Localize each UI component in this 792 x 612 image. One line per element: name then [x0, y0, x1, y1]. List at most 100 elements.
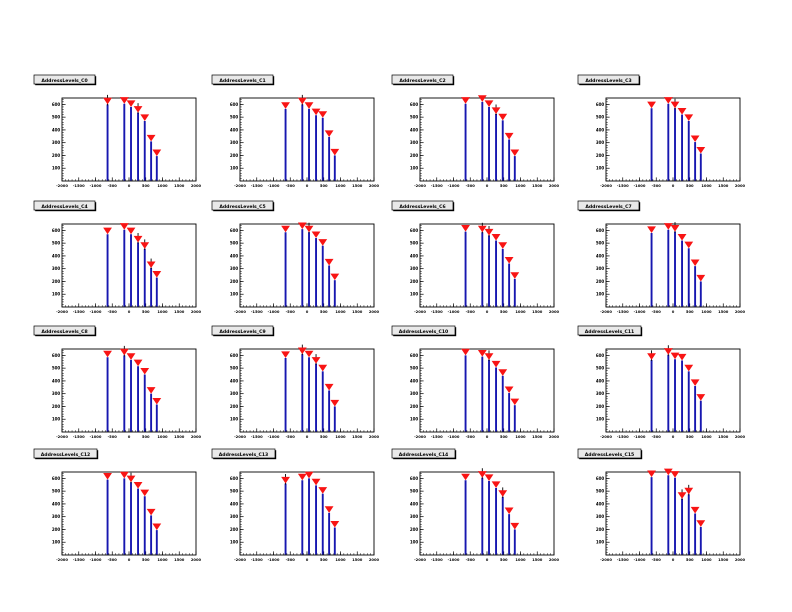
svg-text:100: 100	[410, 292, 419, 297]
svg-text:1000: 1000	[335, 558, 346, 562]
svg-text:300: 300	[410, 391, 419, 396]
svg-text:200: 200	[410, 279, 419, 284]
svg-text:500: 500	[230, 115, 239, 120]
svg-text:-1500: -1500	[617, 558, 629, 562]
svg-text:600: 600	[52, 353, 61, 358]
svg-text:500: 500	[142, 310, 150, 314]
plot-title-box: AddressLevels_C13	[211, 448, 277, 460]
svg-text:300: 300	[410, 266, 419, 271]
svg-text:-500: -500	[108, 310, 118, 314]
plot-c12: -2000 -1500 -1000 -500 0 500 1000 1500 2000 100 20…	[33, 448, 202, 562]
svg-text:-1000: -1000	[268, 558, 280, 562]
svg-text:1000: 1000	[515, 558, 526, 562]
svg-text:100: 100	[52, 166, 61, 171]
plot-c10: -2000 -1500 -1000 -500 0 500 1000 1500 2000 100 20…	[391, 325, 560, 439]
plot-title: AddressLevels_C10	[399, 329, 449, 335]
svg-text:200: 200	[52, 404, 61, 409]
plot-title: AddressLevels_C14	[399, 452, 449, 458]
svg-text:0: 0	[486, 558, 489, 562]
plot-c15: -2000 -1500 -1000 -500 0 500 1000 1500 2000 100 20…	[577, 448, 746, 562]
svg-text:0: 0	[486, 310, 489, 314]
svg-text:100: 100	[52, 540, 61, 545]
pad-c11: -2000 -1500 -1000 -500 0 500 1000 1500 2000 100 20…	[574, 322, 766, 447]
svg-text:-1500: -1500	[73, 435, 85, 439]
svg-text:300: 300	[596, 140, 605, 145]
svg-text:200: 200	[596, 279, 605, 284]
plot-c0: -2000 -1500 -1000 -500 0 500 1000 1500 2000 100 20…	[33, 74, 202, 188]
svg-text:-2000: -2000	[56, 184, 68, 188]
svg-text:1000: 1000	[157, 310, 168, 314]
svg-text:-2000: -2000	[414, 184, 426, 188]
plot-title: AddressLevels_C7	[585, 204, 631, 210]
svg-text:-1500: -1500	[431, 435, 443, 439]
svg-text:500: 500	[230, 241, 239, 246]
svg-text:100: 100	[230, 292, 239, 297]
svg-text:-2000: -2000	[600, 310, 612, 314]
svg-text:-1000: -1000	[268, 435, 280, 439]
svg-text:1500: 1500	[532, 558, 543, 562]
svg-text:500: 500	[52, 489, 61, 494]
svg-text:0: 0	[306, 435, 309, 439]
svg-text:500: 500	[320, 310, 328, 314]
svg-text:500: 500	[142, 435, 150, 439]
svg-text:-500: -500	[108, 184, 118, 188]
svg-text:-1500: -1500	[617, 184, 629, 188]
svg-text:400: 400	[230, 378, 239, 383]
svg-text:100: 100	[230, 166, 239, 171]
pad-c2: -2000 -1500 -1000 -500 0 500 1000 1500 2000 100 20…	[388, 71, 580, 196]
pad-c6: -2000 -1500 -1000 -500 0 500 1000 1500 2000 100 20…	[388, 197, 580, 322]
svg-text:300: 300	[230, 266, 239, 271]
svg-text:-1000: -1000	[90, 184, 102, 188]
svg-text:300: 300	[596, 266, 605, 271]
plot-title: AddressLevels_C4	[41, 204, 87, 210]
svg-text:2000: 2000	[735, 310, 746, 314]
svg-text:400: 400	[230, 253, 239, 258]
plot-title-box: AddressLevels_C8	[33, 325, 97, 337]
svg-text:500: 500	[142, 184, 150, 188]
svg-text:1000: 1000	[335, 310, 346, 314]
svg-text:500: 500	[596, 241, 605, 246]
svg-text:200: 200	[230, 279, 239, 284]
svg-text:0: 0	[128, 435, 131, 439]
svg-text:300: 300	[230, 514, 239, 519]
svg-text:500: 500	[142, 558, 150, 562]
svg-text:600: 600	[596, 228, 605, 233]
svg-text:400: 400	[410, 378, 419, 383]
svg-text:1000: 1000	[335, 184, 346, 188]
svg-text:1500: 1500	[352, 558, 363, 562]
svg-text:1500: 1500	[532, 310, 543, 314]
svg-text:500: 500	[686, 184, 694, 188]
svg-text:-1000: -1000	[634, 184, 646, 188]
plot-c7: -2000 -1500 -1000 -500 0 500 1000 1500 2000 100 20…	[577, 200, 746, 314]
pad-c0: -2000 -1500 -1000 -500 0 500 1000 1500 2000 100 20…	[30, 71, 222, 196]
svg-text:1000: 1000	[515, 435, 526, 439]
svg-text:300: 300	[596, 514, 605, 519]
plot-c4: -2000 -1500 -1000 -500 0 500 1000 1500 2000 100 20…	[33, 200, 202, 314]
plot-c9: -2000 -1500 -1000 -500 0 500 1000 1500 2000 100 20…	[211, 325, 380, 439]
plot-title-box: AddressLevels_C15	[577, 448, 643, 460]
svg-text:100: 100	[410, 166, 419, 171]
svg-text:-1500: -1500	[251, 310, 263, 314]
svg-text:-1000: -1000	[90, 435, 102, 439]
svg-text:500: 500	[500, 310, 508, 314]
svg-text:400: 400	[596, 378, 605, 383]
svg-text:200: 200	[230, 404, 239, 409]
svg-text:200: 200	[596, 404, 605, 409]
plot-title: AddressLevels_C9	[219, 329, 265, 335]
svg-text:-500: -500	[286, 435, 296, 439]
svg-text:-1000: -1000	[448, 184, 460, 188]
svg-text:600: 600	[410, 102, 419, 107]
svg-text:-500: -500	[108, 558, 118, 562]
svg-text:400: 400	[410, 127, 419, 132]
svg-text:2000: 2000	[549, 310, 560, 314]
plot-title-box: AddressLevels_C3	[577, 74, 641, 86]
svg-text:0: 0	[306, 558, 309, 562]
svg-text:1500: 1500	[174, 435, 185, 439]
svg-text:1500: 1500	[718, 184, 729, 188]
svg-text:1500: 1500	[174, 184, 185, 188]
svg-text:2000: 2000	[735, 435, 746, 439]
svg-text:2000: 2000	[735, 558, 746, 562]
svg-text:200: 200	[230, 153, 239, 158]
plot-title: AddressLevels_C3	[585, 78, 631, 84]
svg-text:0: 0	[128, 310, 131, 314]
